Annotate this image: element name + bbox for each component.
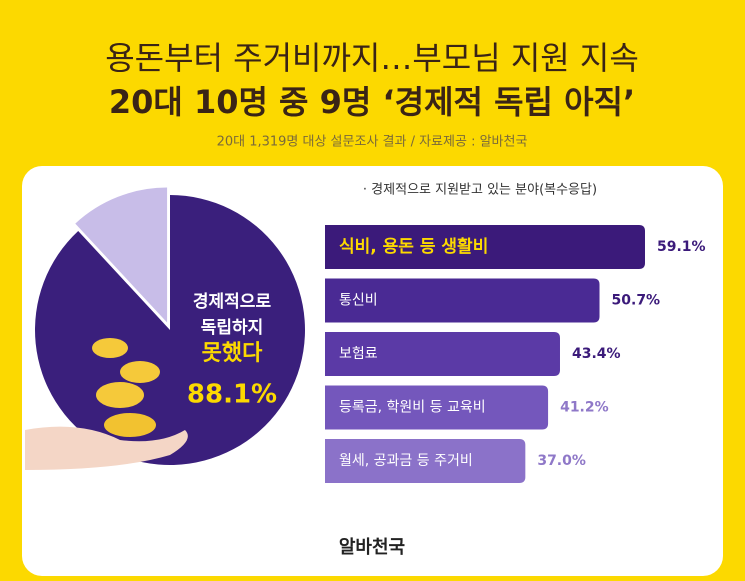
hand	[25, 426, 188, 470]
bar-value-label: 37.0%	[537, 453, 586, 469]
coin	[92, 338, 128, 358]
coins	[25, 338, 188, 470]
bar	[325, 225, 645, 269]
pie-label: 못했다	[202, 341, 263, 366]
pie-slice	[75, 187, 168, 323]
title-line-1: 용돈부터 주거비까지…부모님 지원 지속	[105, 39, 639, 77]
bar-chart-title: · 경제적으로 지원받고 있는 분야(복수응답)	[363, 183, 597, 198]
bar	[325, 278, 600, 323]
title-line-2: 20대 10명 중 9명 ‘경제적 독립 아직’	[109, 83, 635, 121]
pie-label: 독립하지	[201, 318, 264, 338]
bar	[325, 385, 549, 430]
coin	[96, 382, 144, 408]
bar-value-label: 59.1%	[657, 239, 706, 255]
pie-label: 경제적으로	[193, 292, 272, 312]
pie-value-label: 88.1%	[187, 380, 277, 410]
bar-category-label: 등록금, 학원비 등 교육비	[339, 400, 486, 416]
subtitle: 20대 1,319명 대상 설문조사 결과 / 자료제공 : 알바천국	[217, 135, 528, 150]
bar-value-label: 41.2%	[560, 400, 609, 416]
bar-value-label: 50.7%	[612, 293, 661, 309]
bar	[325, 439, 526, 483]
bar	[325, 332, 560, 376]
logo: 알바천국	[339, 537, 405, 558]
bar-category-label: 통신비	[339, 293, 378, 309]
bar-category-label: 식비, 용돈 등 생활비	[339, 236, 488, 257]
bar-category-label: 보험료	[339, 346, 378, 362]
coin	[120, 361, 160, 383]
bar-category-label: 월세, 공과금 등 주거비	[339, 453, 473, 469]
bar-value-label: 43.4%	[572, 346, 621, 362]
coin	[104, 413, 156, 437]
